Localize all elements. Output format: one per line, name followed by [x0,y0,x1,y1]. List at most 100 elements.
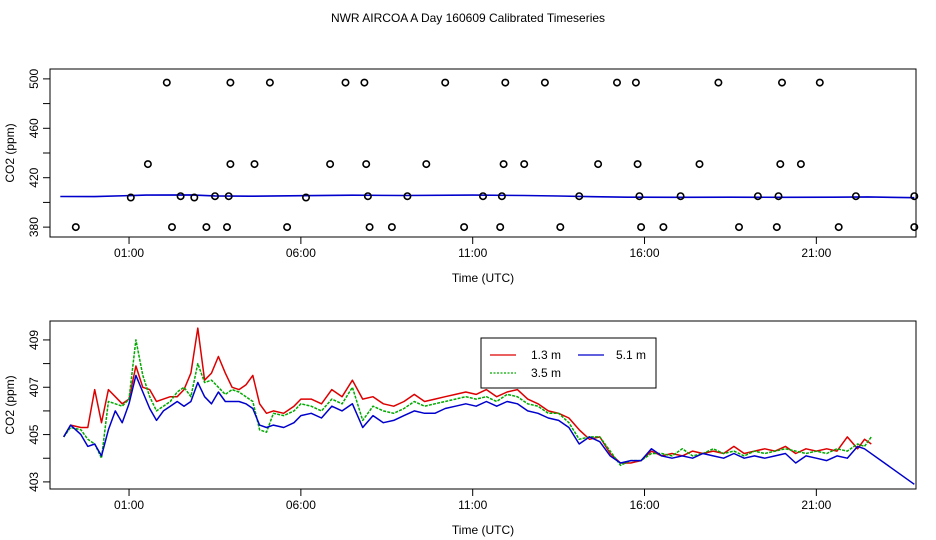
outlier-point [478,192,487,201]
outlier-point [734,223,743,232]
top-x-tick-label: 06:00 [286,246,316,260]
outlier-point [772,223,781,232]
outlier-point [362,160,371,169]
outlier-point [659,223,668,232]
bottom-y-tick-label: 403 [27,472,41,492]
outlier-point [460,223,469,232]
outlier-point [223,223,232,232]
outlier-point [501,78,510,87]
outlier-point [497,192,506,201]
top-plot-frame [49,68,917,238]
outlier-point [575,192,584,201]
outlier-point [126,193,135,202]
bottom-x-tick-label: 16:00 [630,498,660,512]
bottom-x-tick-label: 01:00 [114,498,144,512]
top-x-axis-label: Time (UTC) [452,271,514,285]
bottom-panel: 01:00 06:00 11:00 16:00 21:00 403 405 407 409 CO… [3,320,917,537]
legend-label-1-3m: 1.3 m [531,348,561,362]
bottom-x-tick-label: 06:00 [286,498,316,512]
outlier-point [224,192,233,201]
legend: 1.3 m 3.5 m 5.1 m [480,337,657,389]
bottom-panel-series [63,327,915,485]
outlier-point [283,223,292,232]
legend-label-3-5m: 3.5 m [531,366,561,380]
outlier-point [250,160,259,169]
outlier-point [612,78,621,87]
top-panel: 01:00 06:00 11:00 16:00 21:00 380 420 460 500 CO… [3,68,919,285]
series-line-5-1m [63,374,915,485]
outlier-point [71,223,80,232]
outlier-point [910,223,919,232]
outlier-point [326,160,335,169]
series-line-1-3m [63,327,872,464]
outlier-point [753,192,762,201]
bottom-y-tick-label: 407 [27,377,41,397]
bottom-y-tick-label: 405 [27,424,41,444]
outlier-point [631,78,640,87]
bottom-x-tick-label: 11:00 [458,498,487,512]
outlier-point [226,78,235,87]
outlier-point [226,160,235,169]
outlier-point [815,78,824,87]
outlier-point [301,193,310,202]
outlier-point [143,160,152,169]
legend-box [480,337,657,389]
top-panel-trace [60,194,915,199]
outlier-point [633,160,642,169]
bottom-x-tick-label: 21:00 [801,498,831,512]
outlier-point [365,223,374,232]
top-y-tick-label: 380 [27,217,41,237]
outlier-point [520,160,529,169]
outlier-point [202,223,211,232]
outlier-point [834,223,843,232]
top-y-axis-label: CO2 (ppm) [3,123,17,182]
outlier-point [176,192,185,201]
outlier-point [910,192,919,201]
top-x-tick-label: 01:00 [114,246,144,260]
outlier-point [403,192,412,201]
outlier-point [162,78,171,87]
top-y-tick-label: 460 [27,118,41,138]
outlier-point [360,78,369,87]
top-x-tick-label: 21:00 [801,246,831,260]
top-panel-axes: 01:00 06:00 11:00 16:00 21:00 380 420 460 500 [27,69,832,260]
outlier-point [422,160,431,169]
legend-label-5-1m: 5.1 m [616,348,646,362]
outlier-point [540,78,549,87]
bottom-panel-axes: 01:00 06:00 11:00 16:00 21:00 403 405 407 409 [27,330,832,512]
bottom-plot-frame [49,320,917,490]
outlier-point [777,78,786,87]
outlier-point [635,192,644,201]
outlier-point [594,160,603,169]
bottom-x-axis-label: Time (UTC) [452,523,514,537]
outlier-point [556,223,565,232]
outlier-point [168,223,177,232]
top-x-tick-label: 11:00 [458,246,487,260]
outlier-point [441,78,450,87]
outlier-point [496,223,505,232]
outlier-point [714,78,723,87]
outlier-point [695,160,704,169]
top-y-tick-label: 420 [27,167,41,187]
outlier-point [499,160,508,169]
outlier-point [387,223,396,232]
top-panel-points [71,78,919,232]
outlier-point [363,192,372,201]
top-x-tick-label: 16:00 [630,246,660,260]
outlier-point [676,192,685,201]
outlier-point [796,160,805,169]
figure-title: NWR AIRCOA A Day 160609 Calibrated Times… [331,11,605,25]
outlier-point [341,78,350,87]
outlier-point [190,193,199,202]
outlier-point [637,223,646,232]
top-y-tick-label: 500 [27,69,41,89]
bottom-y-tick-label: 409 [27,330,41,350]
top-co2-trace [60,194,915,199]
outlier-point [851,192,860,201]
outlier-point [265,78,274,87]
outlier-point [774,192,783,201]
outlier-point [776,160,785,169]
series-line-3-5m [63,339,872,467]
outlier-point [211,192,220,201]
